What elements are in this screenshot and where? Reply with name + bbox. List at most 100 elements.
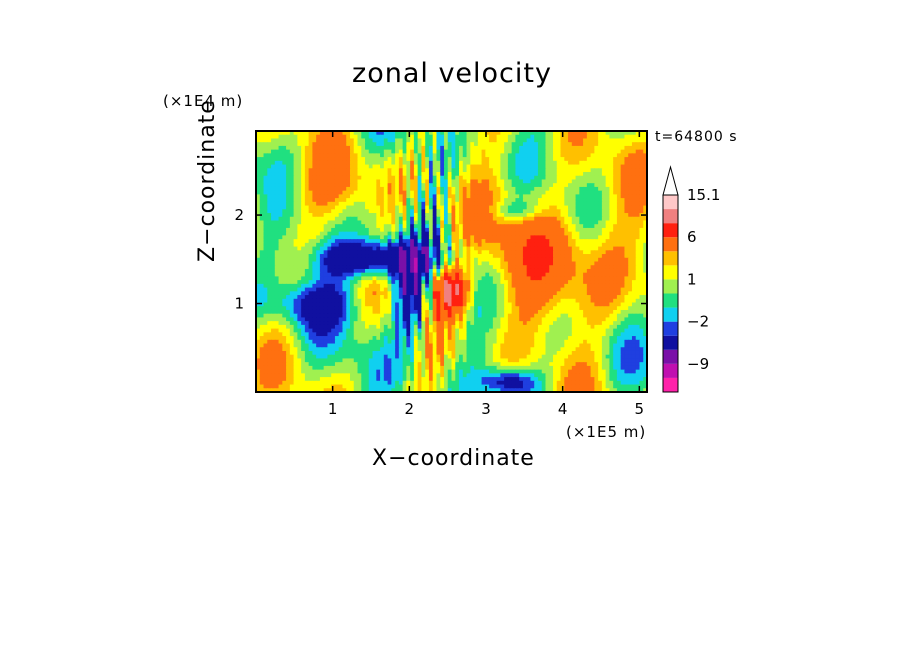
field-cell: [289, 265, 295, 270]
field-cell: [417, 254, 423, 259]
field-cell: [293, 142, 298, 147]
field-cell: [289, 235, 295, 240]
field-cell: [462, 194, 468, 199]
field-cell: [451, 145, 456, 151]
field-cell: [323, 287, 329, 292]
field-cell: [477, 302, 483, 307]
field-cell: [428, 272, 434, 278]
field-cell: [496, 205, 501, 210]
field-cell: [564, 216, 569, 222]
field-cell: [451, 265, 456, 270]
field-cell: [643, 283, 647, 289]
field-cell: [406, 220, 411, 225]
field-cell: [635, 276, 641, 281]
field-cell: [331, 280, 336, 285]
field-cell: [620, 160, 626, 166]
field-cell: [293, 201, 298, 207]
field-cell: [605, 302, 610, 307]
field-cell: [428, 295, 434, 300]
field-cell: [481, 302, 486, 307]
field-cell: [259, 295, 265, 300]
field-cell: [481, 254, 486, 259]
field-cell: [361, 272, 366, 278]
field-cell: [278, 235, 283, 240]
field-cell: [526, 164, 532, 169]
field-cell: [492, 250, 498, 255]
field-cell: [477, 298, 483, 304]
field-cell: [571, 172, 577, 177]
field-cell: [628, 160, 633, 166]
field-cell: [274, 298, 280, 304]
field-cell: [376, 268, 381, 274]
field-cell: [545, 283, 550, 289]
field-cell: [537, 213, 543, 218]
field-cell: [432, 194, 438, 199]
field-cell: [274, 224, 280, 229]
field-cell: [613, 298, 618, 304]
field-cell: [361, 216, 366, 222]
field-cell: [477, 172, 483, 177]
field-cell: [616, 209, 622, 214]
field-cell: [534, 153, 539, 158]
field-cell: [564, 157, 569, 162]
field-cell: [635, 224, 641, 229]
field-cell: [462, 242, 468, 248]
field-cell: [564, 168, 569, 173]
field-cell: [545, 131, 550, 136]
field-cell: [406, 142, 411, 147]
field-cell: [349, 246, 355, 251]
field-cell: [598, 268, 603, 274]
field-cell: [395, 227, 400, 233]
field-cell: [372, 138, 377, 143]
field-cell: [365, 306, 370, 311]
field-cell: [583, 138, 588, 143]
field-cell: [628, 261, 633, 266]
field-cell: [613, 220, 618, 225]
field-cell: [365, 242, 370, 248]
field-cell: [620, 134, 626, 140]
field-cell: [301, 131, 306, 136]
field-cell: [372, 280, 377, 285]
field-cell: [304, 201, 310, 207]
field-cell: [541, 295, 547, 300]
field-cell: [440, 272, 445, 278]
field-cell: [526, 138, 532, 143]
field-cell: [395, 179, 400, 184]
field-cell: [635, 179, 641, 184]
field-cell: [605, 224, 610, 229]
field-cell: [470, 242, 475, 248]
field-cell: [398, 201, 404, 207]
field-cell: [455, 153, 460, 158]
field-cell: [357, 205, 362, 210]
field-cell: [440, 179, 445, 184]
field-cell: [628, 272, 633, 278]
field-cell: [436, 224, 441, 229]
field-cell: [620, 142, 626, 147]
field-cell: [286, 306, 291, 311]
field-cell: [545, 172, 550, 177]
field-cell: [443, 183, 449, 188]
field-cell: [334, 231, 340, 236]
field-cell: [319, 131, 325, 136]
field-cell: [530, 272, 535, 278]
field-cell: [425, 190, 430, 195]
field-cell: [549, 295, 554, 300]
field-cell: [590, 179, 595, 184]
field-cell: [380, 254, 385, 259]
field-cell: [391, 201, 396, 207]
field-cell: [282, 179, 287, 184]
field-cell: [553, 145, 558, 151]
field-cell: [413, 242, 419, 248]
field-cell: [631, 261, 637, 266]
field-cell: [308, 190, 313, 195]
field-cell: [346, 231, 351, 236]
field-cell: [613, 201, 618, 207]
field-cell: [286, 145, 291, 151]
field-cell: [380, 298, 385, 304]
field-cell: [500, 250, 505, 255]
field-cell: [605, 231, 610, 236]
field-cell: [316, 239, 321, 244]
field-cell: [387, 138, 392, 143]
field-cell: [459, 220, 464, 225]
field-cell: [304, 209, 310, 214]
